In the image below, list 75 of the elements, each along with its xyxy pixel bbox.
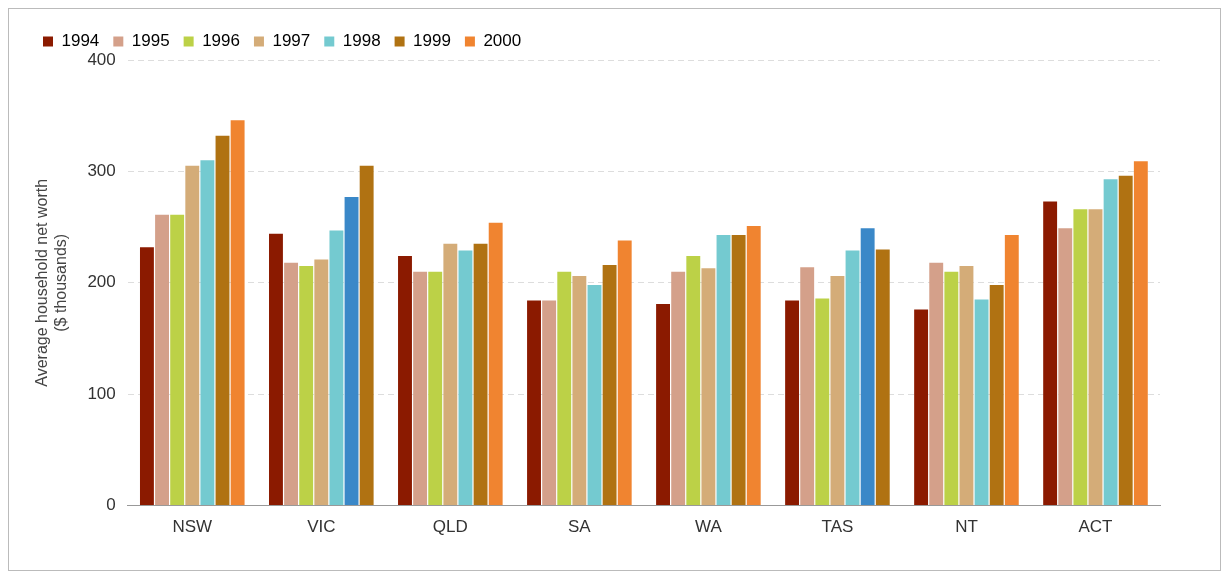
x-tick-label: SA — [568, 517, 592, 537]
bar — [989, 285, 1004, 506]
x-tick-label: NSW — [172, 517, 213, 537]
bar — [155, 214, 169, 506]
bar — [701, 268, 716, 506]
bar — [527, 300, 541, 506]
bar — [299, 266, 314, 506]
legend-label: 1995 — [131, 31, 170, 51]
y-tick-label: 0 — [106, 495, 116, 515]
x-tick-label: NT — [955, 517, 978, 537]
bar — [959, 266, 974, 506]
bar — [1103, 179, 1118, 506]
x-tick-label: VIC — [307, 517, 336, 537]
bar — [974, 299, 989, 506]
bar — [845, 250, 860, 506]
bar — [269, 233, 283, 506]
bar — [398, 256, 412, 506]
bar — [473, 243, 488, 506]
bar — [230, 120, 245, 506]
bar — [716, 234, 731, 506]
bar — [428, 271, 443, 506]
bar — [746, 225, 761, 506]
x-tick-label: WA — [695, 517, 723, 537]
bar — [860, 228, 875, 506]
bar — [314, 259, 329, 506]
y-tick-label: 200 — [87, 272, 116, 292]
legend-label: 2000 — [483, 31, 522, 51]
bar — [542, 300, 557, 506]
bar — [413, 271, 428, 506]
bar — [671, 271, 686, 506]
legend-label: 1994 — [61, 31, 100, 51]
bar — [170, 214, 185, 506]
bar — [1133, 161, 1148, 506]
y-tick-label: 400 — [87, 49, 116, 69]
y-tick-label: 100 — [87, 383, 116, 403]
legend-label: 1998 — [342, 31, 381, 51]
bar — [185, 165, 200, 506]
bar — [344, 197, 359, 506]
bar — [731, 234, 746, 506]
legend-label: 1996 — [202, 31, 240, 51]
bar — [1073, 209, 1088, 506]
bar — [785, 300, 800, 506]
bar — [443, 243, 458, 506]
bar — [139, 247, 154, 506]
bar — [572, 276, 587, 506]
bar — [284, 262, 299, 506]
bar — [215, 135, 230, 506]
bar — [1004, 234, 1019, 506]
bar — [929, 262, 944, 506]
bar — [686, 256, 701, 506]
x-tick-label: QLD — [432, 517, 468, 537]
bar — [1118, 175, 1133, 506]
legend-label: 1999 — [413, 31, 451, 51]
y-tick-label: 300 — [87, 161, 116, 181]
bar — [602, 264, 617, 506]
legend-label: 1997 — [272, 31, 311, 51]
bar — [800, 267, 815, 506]
bar — [656, 303, 671, 506]
bar — [1088, 209, 1103, 506]
x-tick-label: ACT — [1078, 517, 1113, 537]
y-axis-title: Average household net worth ($ thousands) — [33, 178, 70, 387]
bar — [488, 222, 503, 506]
bar — [914, 309, 929, 506]
bar — [587, 285, 602, 506]
bar — [1058, 228, 1073, 506]
bar — [557, 271, 572, 506]
bar — [815, 298, 830, 506]
bar — [458, 250, 473, 506]
bar — [200, 160, 215, 506]
x-tick-label: TAS — [821, 517, 854, 537]
bar — [830, 276, 845, 506]
bar — [1043, 201, 1058, 506]
bar — [329, 230, 344, 506]
bar — [617, 240, 632, 506]
bar — [944, 271, 959, 506]
